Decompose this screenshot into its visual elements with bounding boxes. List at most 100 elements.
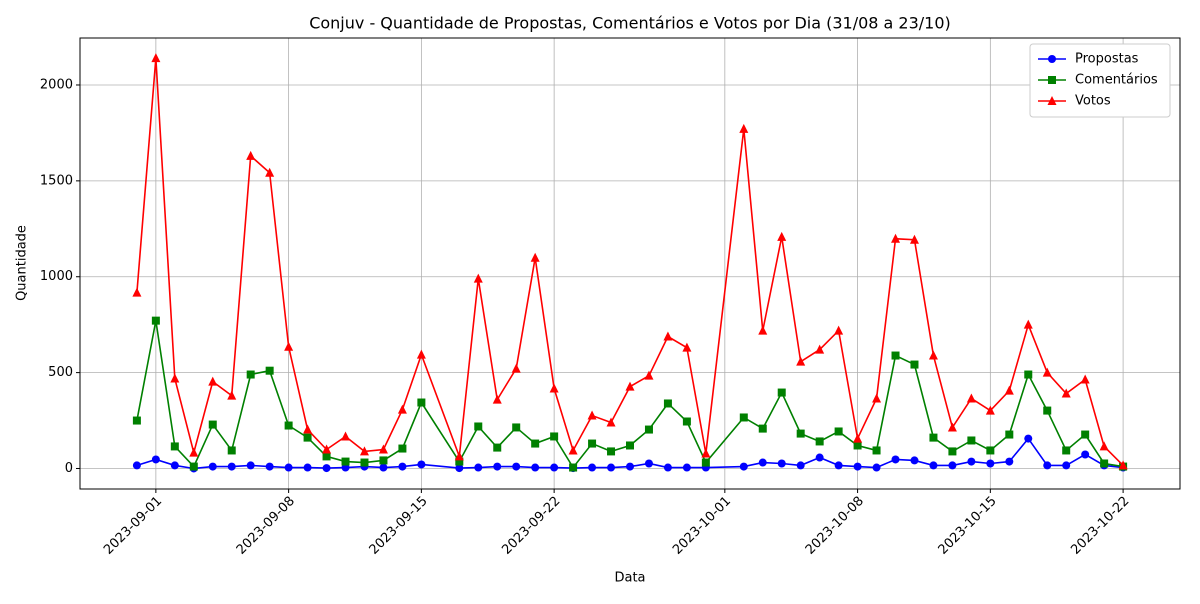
marker xyxy=(815,344,825,354)
marker xyxy=(473,273,483,283)
x-tick-label: 2023-10-01 xyxy=(670,494,734,558)
marker xyxy=(170,373,180,383)
marker xyxy=(607,463,616,472)
x-tick-label: 2023-10-08 xyxy=(803,494,867,558)
marker xyxy=(416,349,426,359)
marker xyxy=(644,459,653,468)
marker xyxy=(872,463,881,472)
marker xyxy=(322,444,332,454)
marker xyxy=(739,123,749,133)
legend-label: Votos xyxy=(1075,94,1111,109)
marker xyxy=(549,383,559,393)
marker xyxy=(891,233,901,243)
marker xyxy=(777,231,787,241)
marker xyxy=(208,376,218,386)
marker xyxy=(208,462,217,471)
marker xyxy=(1081,450,1090,459)
marker xyxy=(663,331,673,341)
x-tick-label: 2023-09-15 xyxy=(367,494,431,558)
marker xyxy=(550,463,559,472)
marker xyxy=(626,441,634,450)
marker xyxy=(928,350,938,360)
marker xyxy=(530,252,540,262)
x-axis-label: Data xyxy=(614,571,645,586)
marker xyxy=(796,461,805,470)
marker xyxy=(607,447,616,456)
marker xyxy=(511,363,521,373)
marker xyxy=(379,463,388,472)
legend-label: Propostas xyxy=(1075,52,1139,67)
marker xyxy=(853,462,862,471)
marker xyxy=(1081,430,1090,439)
marker xyxy=(1099,441,1109,451)
marker xyxy=(378,444,388,454)
chart-title: Conjuv - Quantidade de Propostas, Coment… xyxy=(309,14,951,33)
legend: Propostas Comentários Votos xyxy=(1029,43,1171,118)
marker xyxy=(1080,374,1090,384)
marker xyxy=(417,398,426,407)
marker xyxy=(739,413,748,422)
marker xyxy=(246,370,255,379)
y-tick-label: 1500 xyxy=(40,173,73,188)
marker xyxy=(151,53,161,63)
marker xyxy=(151,455,160,464)
marker xyxy=(1100,459,1109,468)
plot-frame xyxy=(79,37,1181,490)
marker xyxy=(682,342,692,352)
marker xyxy=(872,446,881,455)
marker xyxy=(891,455,900,464)
marker xyxy=(929,461,938,470)
marker xyxy=(265,462,274,471)
y-tick-label: 0 xyxy=(65,461,73,476)
marker xyxy=(625,381,635,391)
marker xyxy=(834,427,843,436)
marker xyxy=(132,287,142,297)
marker xyxy=(758,424,767,433)
marker xyxy=(588,463,597,472)
marker xyxy=(985,405,995,415)
marker xyxy=(682,463,691,472)
legend-box xyxy=(1029,43,1171,118)
marker xyxy=(398,444,407,453)
marker xyxy=(796,429,805,438)
marker xyxy=(397,404,407,414)
y-axis-label: Quantidade xyxy=(15,225,30,301)
marker xyxy=(492,394,502,404)
marker xyxy=(1024,370,1033,379)
legend-label: Comentários xyxy=(1075,73,1158,88)
marker xyxy=(834,461,843,470)
marker xyxy=(739,462,748,471)
marker xyxy=(227,446,236,455)
marker xyxy=(284,421,293,430)
marker xyxy=(910,456,919,465)
marker xyxy=(853,441,862,450)
marker xyxy=(853,433,863,443)
marker xyxy=(1061,388,1071,398)
marker xyxy=(644,370,654,380)
y-tick-label: 2000 xyxy=(40,77,73,92)
marker xyxy=(569,463,578,472)
marker xyxy=(170,442,179,451)
marker xyxy=(303,433,312,442)
x-tick-label: 2023-09-01 xyxy=(101,494,165,558)
marker xyxy=(758,458,767,467)
x-tick-label: 2023-10-15 xyxy=(936,494,1000,558)
marker xyxy=(872,393,882,403)
marker xyxy=(834,325,844,335)
marker xyxy=(189,462,198,471)
marker xyxy=(284,463,293,472)
marker xyxy=(227,462,236,471)
marker xyxy=(986,446,995,455)
marker xyxy=(151,316,160,325)
marker xyxy=(1062,446,1071,455)
x-tick-label: 2023-09-08 xyxy=(234,494,298,558)
marker xyxy=(303,463,312,472)
marker xyxy=(398,462,407,471)
marker xyxy=(132,461,141,470)
marker xyxy=(910,360,919,369)
x-tick-label: 2023-09-22 xyxy=(499,494,563,558)
marker xyxy=(474,422,483,431)
x-tick-label: 2023-10-22 xyxy=(1068,494,1132,558)
